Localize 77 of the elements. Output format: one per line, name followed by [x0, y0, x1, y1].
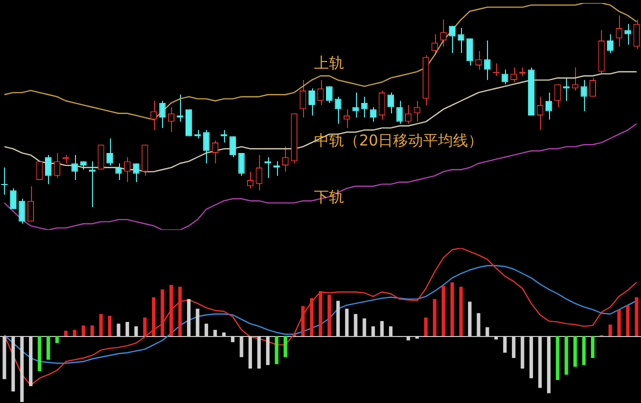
candlestick [624, 23, 632, 46]
bar [608, 324, 612, 336]
candlestick [414, 100, 420, 122]
candlestick [475, 50, 482, 70]
bar [284, 336, 288, 358]
candlestick [492, 62, 500, 76]
candlestick [229, 136, 236, 158]
candlestick [10, 188, 16, 210]
candlestick [361, 96, 368, 118]
bar [152, 297, 156, 336]
candlestick [54, 152, 60, 178]
candlestick [546, 92, 552, 120]
bar [432, 299, 436, 336]
bar [442, 286, 446, 336]
bar [143, 318, 147, 336]
candlestick [448, 25, 456, 54]
bar [46, 336, 50, 360]
candlestick [317, 80, 324, 106]
candlestick [502, 69, 508, 85]
bar [328, 294, 332, 336]
bar [564, 336, 568, 375]
bar [573, 336, 577, 367]
candlestick [71, 154, 78, 181]
bar [617, 310, 621, 336]
candlestick [326, 86, 333, 104]
candlestick [378, 90, 386, 120]
candlestick [0, 167, 8, 196]
candlestick [484, 40, 491, 81]
candlestick [159, 100, 166, 128]
bar [301, 306, 305, 336]
candlestick [27, 186, 34, 222]
candlestick [458, 27, 464, 54]
bar [556, 336, 560, 380]
candlestick [150, 100, 157, 131]
candlestick [45, 154, 52, 185]
candlestick [440, 19, 447, 48]
bar [99, 314, 103, 336]
candlestick [238, 152, 245, 176]
candlestick [589, 77, 596, 98]
candlestick [352, 92, 359, 118]
bar [169, 284, 173, 336]
candlestick [308, 88, 316, 116]
bar [459, 286, 463, 336]
candlestick [572, 67, 578, 91]
candlestick [203, 130, 210, 164]
bar [274, 336, 278, 364]
bar [55, 336, 59, 344]
bar [160, 289, 164, 336]
candlestick [18, 198, 26, 224]
candlestick [466, 38, 474, 66]
candlestick [633, 19, 640, 50]
bar [590, 336, 594, 358]
bar [310, 298, 314, 336]
candlestick [387, 92, 394, 114]
bar [72, 330, 76, 336]
candlestick [554, 84, 561, 108]
candlestick [344, 108, 350, 128]
candlestick [256, 154, 262, 191]
candlestick [220, 130, 228, 144]
candlestick [396, 100, 403, 124]
candlestick [300, 80, 306, 118]
bar [424, 318, 428, 336]
bar [318, 291, 322, 336]
bar [634, 297, 638, 336]
bar [38, 336, 42, 372]
bar [178, 286, 182, 336]
candlestick [580, 80, 588, 112]
bar [582, 336, 586, 366]
bar [82, 325, 86, 336]
candlestick [115, 162, 122, 181]
bar [108, 316, 112, 336]
candlestick [334, 96, 342, 124]
annotation: 上轨 [314, 54, 344, 72]
bar [90, 325, 94, 336]
bar [64, 330, 68, 336]
bar [626, 305, 630, 336]
bar [450, 282, 454, 336]
